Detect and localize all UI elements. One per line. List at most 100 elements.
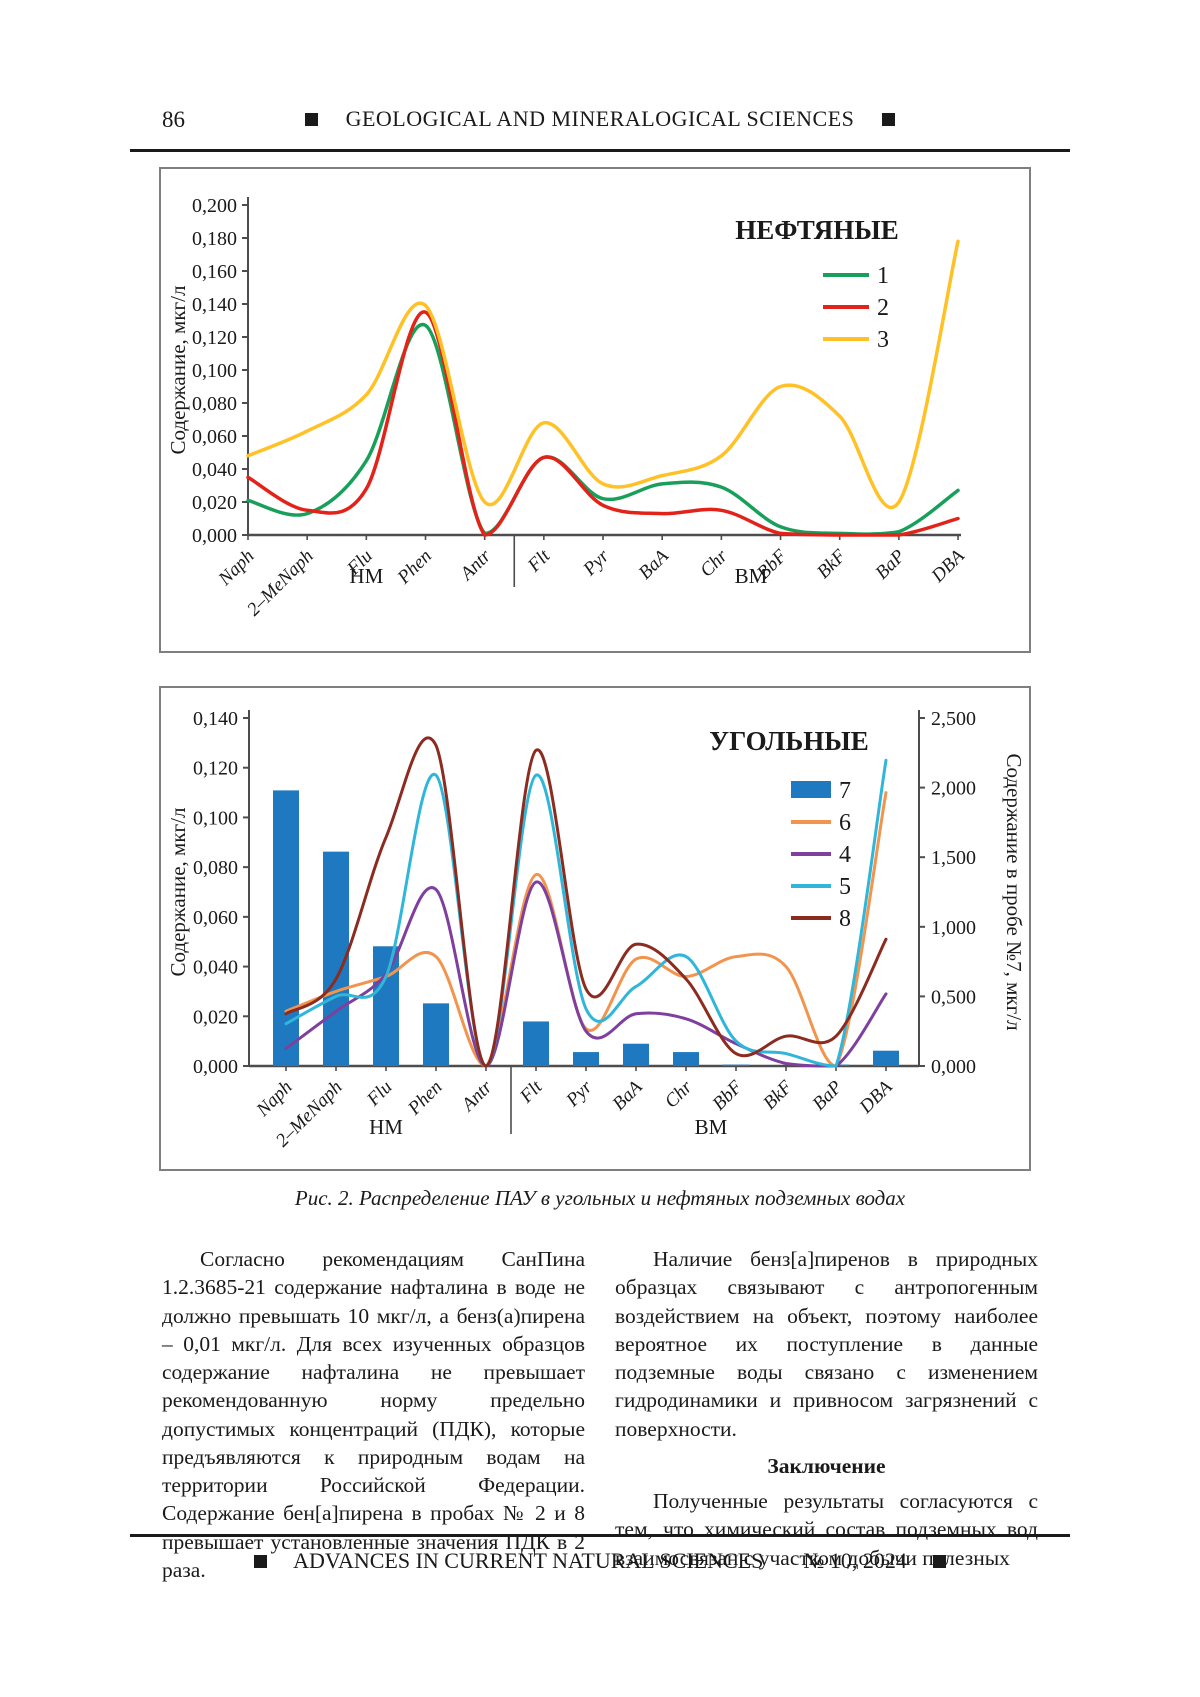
svg-text:Chr: Chr	[661, 1076, 697, 1112]
body-text: Согласно рекомендациям СанПина 1.2.3685-…	[162, 1245, 1038, 1584]
svg-text:BkF: BkF	[759, 1076, 797, 1114]
svg-text:BaA: BaA	[609, 1076, 647, 1114]
group-label: НМ	[349, 564, 383, 588]
legend: УГОЛЬНЫЕ 7 6 4 5 8	[709, 726, 868, 932]
svg-text:0,000: 0,000	[193, 1056, 238, 1078]
page-header: 86 GEOLOGICAL AND MINERALOGICAL SCIENCES	[0, 106, 1200, 132]
paragraph-san-pin: Согласно рекомендациям СанПина 1.2.3685-…	[162, 1247, 585, 1582]
running-head-title: GEOLOGICAL AND MINERALOGICAL SCIENCES	[345, 106, 855, 131]
svg-text:BaA: BaA	[635, 545, 673, 583]
svg-text:DBA: DBA	[927, 545, 969, 587]
svg-text:0,200: 0,200	[192, 195, 237, 217]
series-8-line	[284, 736, 888, 1068]
svg-text:0,160: 0,160	[192, 261, 237, 283]
page-footer: ADVANCES IN CURRENT NATURAL SCIENCES № 1…	[0, 1548, 1200, 1574]
footer-journal-title: ADVANCES IN CURRENT NATURAL SCIENCES	[293, 1548, 764, 1573]
legend-label: 8	[839, 906, 851, 932]
svg-text:1,500: 1,500	[931, 847, 976, 869]
svg-text:Phen: Phen	[393, 546, 436, 589]
secondary-y-axis: 0,000 0,500 1,000 1,500 2,000 2,500 Содержание…	[918, 708, 1026, 1078]
legend-label: 5	[839, 874, 851, 900]
header-square-left-icon	[304, 112, 318, 126]
legend-label: 2	[877, 295, 889, 321]
svg-text:0,020: 0,020	[193, 1006, 238, 1028]
svg-text:0,000: 0,000	[192, 525, 237, 547]
svg-text:1,000: 1,000	[931, 917, 976, 939]
svg-text:BaP: BaP	[809, 1076, 847, 1114]
chart-title: УГОЛЬНЫЕ	[709, 726, 868, 756]
svg-text:Flt: Flt	[515, 1076, 547, 1108]
svg-text:0,100: 0,100	[193, 807, 238, 829]
svg-text:2,500: 2,500	[931, 708, 976, 730]
svg-text:Antr: Antr	[456, 1076, 497, 1117]
svg-text:0,120: 0,120	[193, 758, 238, 780]
footer-square-right-icon	[932, 1554, 946, 1568]
svg-text:Flu: Flu	[362, 1077, 396, 1111]
svg-text:0,080: 0,080	[193, 857, 238, 879]
right-column: Наличие бенз[а]пиренов в природных образ…	[615, 1245, 1038, 1584]
svg-text:0,120: 0,120	[192, 327, 237, 349]
conclusion-heading: Заключение	[767, 1453, 886, 1478]
svg-text:Chr: Chr	[696, 545, 732, 581]
oil-chart-figure: 0,000 0,020 0,040 0,060 0,080 0,100 0,120 0,140…	[159, 167, 1031, 653]
page-number: 86	[162, 107, 185, 132]
svg-text:2,000: 2,000	[931, 778, 976, 800]
svg-text:0,060: 0,060	[193, 907, 238, 929]
svg-text:0,020: 0,020	[192, 492, 237, 514]
svg-text:Antr: Antr	[455, 545, 496, 586]
group-label: ВМ	[735, 564, 768, 588]
svg-text:DBA: DBA	[855, 1076, 897, 1118]
coal-chart: 0,000 0,020 0,040 0,060 0,080 0,100 0,120 0,140…	[166, 708, 1026, 1151]
figure-caption: Рис. 2. Распределение ПАУ в угольных и н…	[294, 1186, 906, 1210]
svg-text:Содержание, мкг/л: Содержание, мкг/л	[166, 286, 190, 455]
footer-issue: № 10, 2024	[803, 1548, 907, 1573]
chart-title: НЕФТЯНЫЕ	[735, 215, 899, 245]
svg-text:0,000: 0,000	[931, 1056, 976, 1078]
svg-text:0,080: 0,080	[192, 393, 237, 415]
svg-text:Naph: Naph	[252, 1077, 297, 1122]
svg-text:0,040: 0,040	[193, 957, 238, 979]
svg-text:0,100: 0,100	[192, 360, 237, 382]
series-5-line	[284, 758, 888, 1068]
svg-text:Содержание в пробе №7, мкг/л: Содержание в пробе №7, мкг/л	[1002, 753, 1026, 1030]
legend: НЕФТЯНЫЕ 1 2 3	[735, 215, 899, 353]
svg-text:Phen: Phen	[403, 1077, 446, 1120]
series-4-line	[284, 880, 888, 1068]
svg-text:0,060: 0,060	[192, 426, 237, 448]
svg-text:BaP: BaP	[871, 545, 909, 583]
svg-text:Naph: Naph	[214, 546, 259, 591]
left-column: Согласно рекомендациям СанПина 1.2.3685-…	[162, 1245, 585, 1584]
svg-text:BbF: BbF	[709, 1076, 747, 1114]
legend-label: 1	[877, 263, 889, 289]
series-2-line	[246, 310, 960, 537]
svg-text:BkF: BkF	[813, 545, 851, 583]
svg-text:Pyr: Pyr	[579, 545, 614, 580]
svg-text:0,040: 0,040	[192, 459, 237, 481]
svg-text:0,140: 0,140	[192, 294, 237, 316]
footer-square-left-icon	[254, 1554, 268, 1568]
svg-text:0,180: 0,180	[192, 228, 237, 250]
footer-rule	[130, 1534, 1070, 1537]
svg-text:0,500: 0,500	[931, 986, 976, 1008]
y-axis: 0,000 0,020 0,040 0,060 0,080 0,100 0,120 0,140…	[166, 195, 249, 547]
svg-text:Flt: Flt	[523, 545, 555, 577]
svg-text:Содержание, мкг/л: Содержание, мкг/л	[166, 808, 190, 977]
svg-text:Pyr: Pyr	[562, 1076, 597, 1111]
paragraph-benzapyrene: Наличие бенз[а]пиренов в природных образ…	[615, 1247, 1038, 1441]
svg-text:0,140: 0,140	[193, 708, 238, 730]
oil-chart: 0,000 0,020 0,040 0,060 0,080 0,100 0,120 0,140…	[166, 195, 969, 620]
running-head: GEOLOGICAL AND MINERALOGICAL SCIENCES	[0, 106, 1200, 132]
y-axis: 0,000 0,020 0,040 0,060 0,080 0,100 0,120 0,140…	[166, 708, 250, 1078]
legend-label: 4	[839, 842, 851, 868]
group-label: НМ	[369, 1115, 403, 1139]
series-3-line	[246, 239, 960, 510]
header-rule	[130, 149, 1070, 152]
legend-label: 7	[839, 778, 851, 804]
header-square-right-icon	[882, 112, 896, 126]
legend-label: 6	[839, 810, 851, 836]
coal-chart-figure: 0,000 0,020 0,040 0,060 0,080 0,100 0,120 0,140…	[159, 686, 1031, 1171]
group-label: ВМ	[695, 1115, 728, 1139]
